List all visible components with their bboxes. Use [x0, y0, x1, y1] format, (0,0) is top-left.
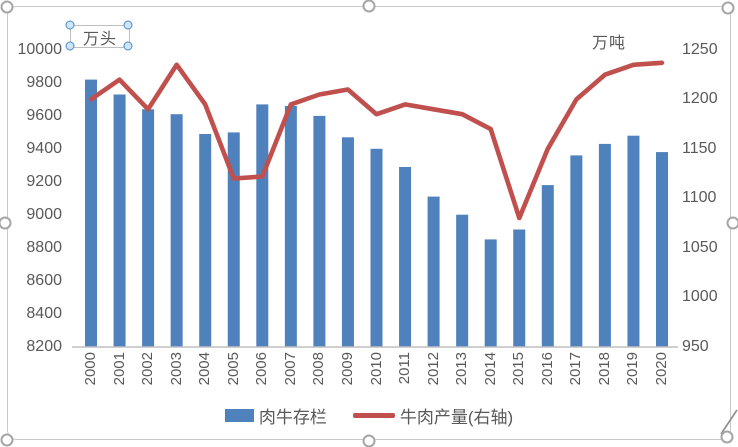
y2-axis-tick-label: 1200 [682, 90, 718, 108]
left-axis-unit-textbox[interactable]: 万头 [70, 25, 130, 48]
bar[interactable] [85, 79, 97, 347]
y2-axis-tick-label: 1250 [682, 41, 718, 58]
bar[interactable] [170, 114, 183, 347]
legend-item-line-series[interactable]: 牛肉产量(右轴) [352, 403, 514, 428]
legend: 肉牛存栏 牛肉产量(右轴) [0, 403, 738, 428]
y2-axis-tick-label: 950 [682, 337, 709, 355]
chart-resize-handle[interactable] [0, 0, 14, 14]
bar[interactable] [598, 143, 611, 347]
chart-resize-handle[interactable] [726, 216, 738, 230]
bar[interactable] [341, 137, 354, 347]
bar[interactable] [256, 104, 269, 347]
bar-series-swatch-icon [224, 409, 254, 422]
y-axis-tick-label: 9800 [26, 73, 62, 91]
y-axis-tick-label: 8400 [26, 304, 62, 322]
chart-resize-handle[interactable] [720, 430, 734, 444]
bar-series[interactable] [85, 79, 668, 347]
y-axis-tick-label: 8600 [26, 271, 62, 289]
bar[interactable] [113, 94, 126, 347]
y2-axis-tick-label: 1100 [682, 189, 717, 207]
legend-item-bar-series[interactable]: 肉牛存栏 [224, 403, 327, 428]
resize-cursor-icon [720, 409, 738, 435]
bar[interactable] [199, 134, 212, 347]
line-series-swatch-icon [352, 413, 395, 418]
bar[interactable] [456, 214, 469, 347]
bar[interactable] [541, 185, 554, 347]
y-axis-tick-label: 8800 [26, 238, 62, 256]
bar[interactable] [484, 239, 497, 347]
line-series[interactable] [88, 60, 665, 221]
chart-resize-handle[interactable] [0, 216, 12, 230]
y-axis-tick-label: 9200 [26, 172, 62, 190]
bar[interactable] [570, 155, 583, 347]
y2-axis-tick-label: 1050 [682, 238, 718, 256]
right-axis-unit-label[interactable]: 万吨 [592, 35, 627, 52]
legend-label-bar: 肉牛存栏 [258, 408, 327, 427]
y2-axis-tick-label: 1150 [682, 139, 717, 157]
textbox-resize-handle[interactable] [123, 20, 133, 30]
bar[interactable] [284, 106, 297, 347]
left-axis-unit-label: 万头 [82, 30, 117, 48]
bar[interactable] [227, 132, 240, 347]
y-axis-tick-label: 9000 [26, 205, 62, 223]
bar[interactable] [399, 167, 412, 347]
chart-resize-handle[interactable] [0, 433, 14, 447]
y2-axis-tick-label: 1000 [682, 288, 718, 306]
y-axis-tick-label: 10000 [17, 41, 63, 58]
chart-resize-handle[interactable] [362, 0, 376, 13]
textbox-resize-handle[interactable] [123, 41, 133, 51]
bar[interactable] [370, 148, 383, 347]
textbox-resize-handle[interactable] [65, 41, 75, 51]
legend-label-line: 牛肉产量(右轴) [399, 408, 514, 427]
textbox-resize-handle[interactable] [65, 20, 75, 30]
chart-resize-handle[interactable] [362, 434, 376, 447]
bar[interactable] [427, 196, 440, 347]
bar[interactable] [513, 229, 526, 347]
bar[interactable] [142, 109, 155, 347]
chart-resize-handle[interactable] [721, 1, 735, 15]
y-axis-tick-label: 9600 [26, 106, 62, 124]
y-axis-tick-label: 8200 [26, 337, 62, 355]
bar[interactable] [313, 115, 326, 347]
y-axis-tick-label: 9400 [26, 139, 62, 157]
bar[interactable] [627, 135, 640, 347]
bar[interactable] [656, 152, 668, 347]
